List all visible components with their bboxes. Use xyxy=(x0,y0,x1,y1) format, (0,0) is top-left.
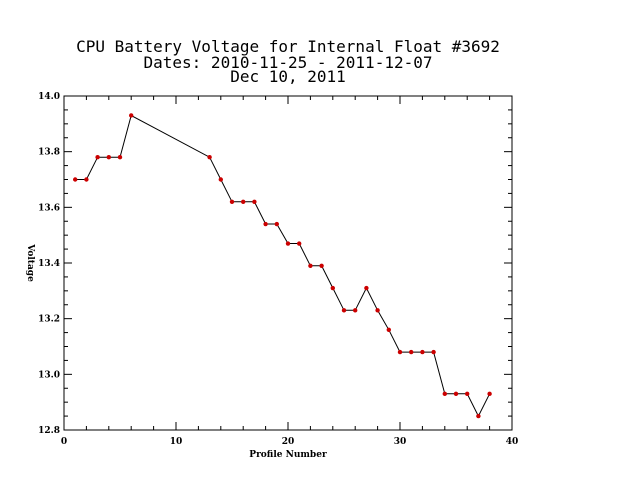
data-point xyxy=(252,199,257,204)
data-point xyxy=(297,241,302,246)
x-tick-label: 30 xyxy=(394,437,407,447)
data-series xyxy=(73,113,492,419)
x-tick-label: 20 xyxy=(282,437,295,447)
data-point xyxy=(364,285,369,291)
x-tick-label: 10 xyxy=(170,437,183,447)
data-point xyxy=(207,155,212,160)
title-line-2: Dates: 2010-11-25 - 2011-12-07 xyxy=(144,53,433,72)
data-point xyxy=(129,113,134,118)
series-line xyxy=(75,114,491,418)
data-point xyxy=(241,199,246,204)
y-axis-label: Voltage xyxy=(25,243,35,282)
data-point xyxy=(465,391,470,397)
data-point xyxy=(487,391,492,397)
data-point xyxy=(263,221,268,227)
data-point xyxy=(341,308,347,313)
data-point xyxy=(442,391,447,397)
y-tick-label: 13.8 xyxy=(38,148,60,158)
data-point xyxy=(431,349,436,355)
data-point xyxy=(117,155,123,160)
data-point xyxy=(476,413,481,419)
x-tick-label: 40 xyxy=(506,437,519,447)
data-point xyxy=(453,391,459,397)
data-point xyxy=(274,221,279,227)
data-point xyxy=(106,155,112,160)
data-point xyxy=(397,349,403,355)
data-point xyxy=(319,263,324,268)
y-tick-label: 12.8 xyxy=(38,426,60,436)
chart-title: CPU Battery Voltage for Internal Float #… xyxy=(76,37,500,86)
data-point xyxy=(218,177,223,182)
axis-tick-labels: 0 10 20 30 40 12.8 13.0 13.2 13.4 13.6 13.8 14.0 xyxy=(38,92,518,447)
data-point xyxy=(73,177,78,182)
x-axis-label: Profile Number xyxy=(249,450,327,460)
title-line-3: Dec 10, 2011 xyxy=(230,67,346,86)
y-tick-label: 13.6 xyxy=(38,203,60,213)
data-point xyxy=(229,199,235,204)
y-tick-label: 13.4 xyxy=(38,259,60,269)
plot-frame xyxy=(63,95,513,431)
data-point xyxy=(308,263,313,268)
data-point xyxy=(285,241,291,246)
data-point xyxy=(330,285,335,291)
data-point xyxy=(84,177,89,182)
data-point xyxy=(420,349,425,355)
data-point xyxy=(95,155,100,160)
data-point xyxy=(386,327,391,332)
x-tick-label: 0 xyxy=(61,437,67,447)
axis-ticks xyxy=(63,95,513,431)
y-tick-label: 14.0 xyxy=(38,92,60,102)
y-tick-label: 13.2 xyxy=(38,315,60,325)
y-tick-label: 13.0 xyxy=(38,370,60,380)
data-point xyxy=(353,308,358,313)
title-line-1: CPU Battery Voltage for Internal Float #… xyxy=(76,37,500,56)
data-point xyxy=(375,308,380,313)
data-point xyxy=(409,349,414,355)
